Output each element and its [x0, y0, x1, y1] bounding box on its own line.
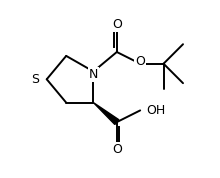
- Text: OH: OH: [146, 104, 165, 117]
- Polygon shape: [94, 103, 119, 124]
- Text: O: O: [112, 18, 122, 31]
- Text: S: S: [31, 73, 39, 86]
- Text: N: N: [89, 68, 98, 81]
- Text: O: O: [135, 55, 145, 68]
- Text: O: O: [112, 143, 122, 156]
